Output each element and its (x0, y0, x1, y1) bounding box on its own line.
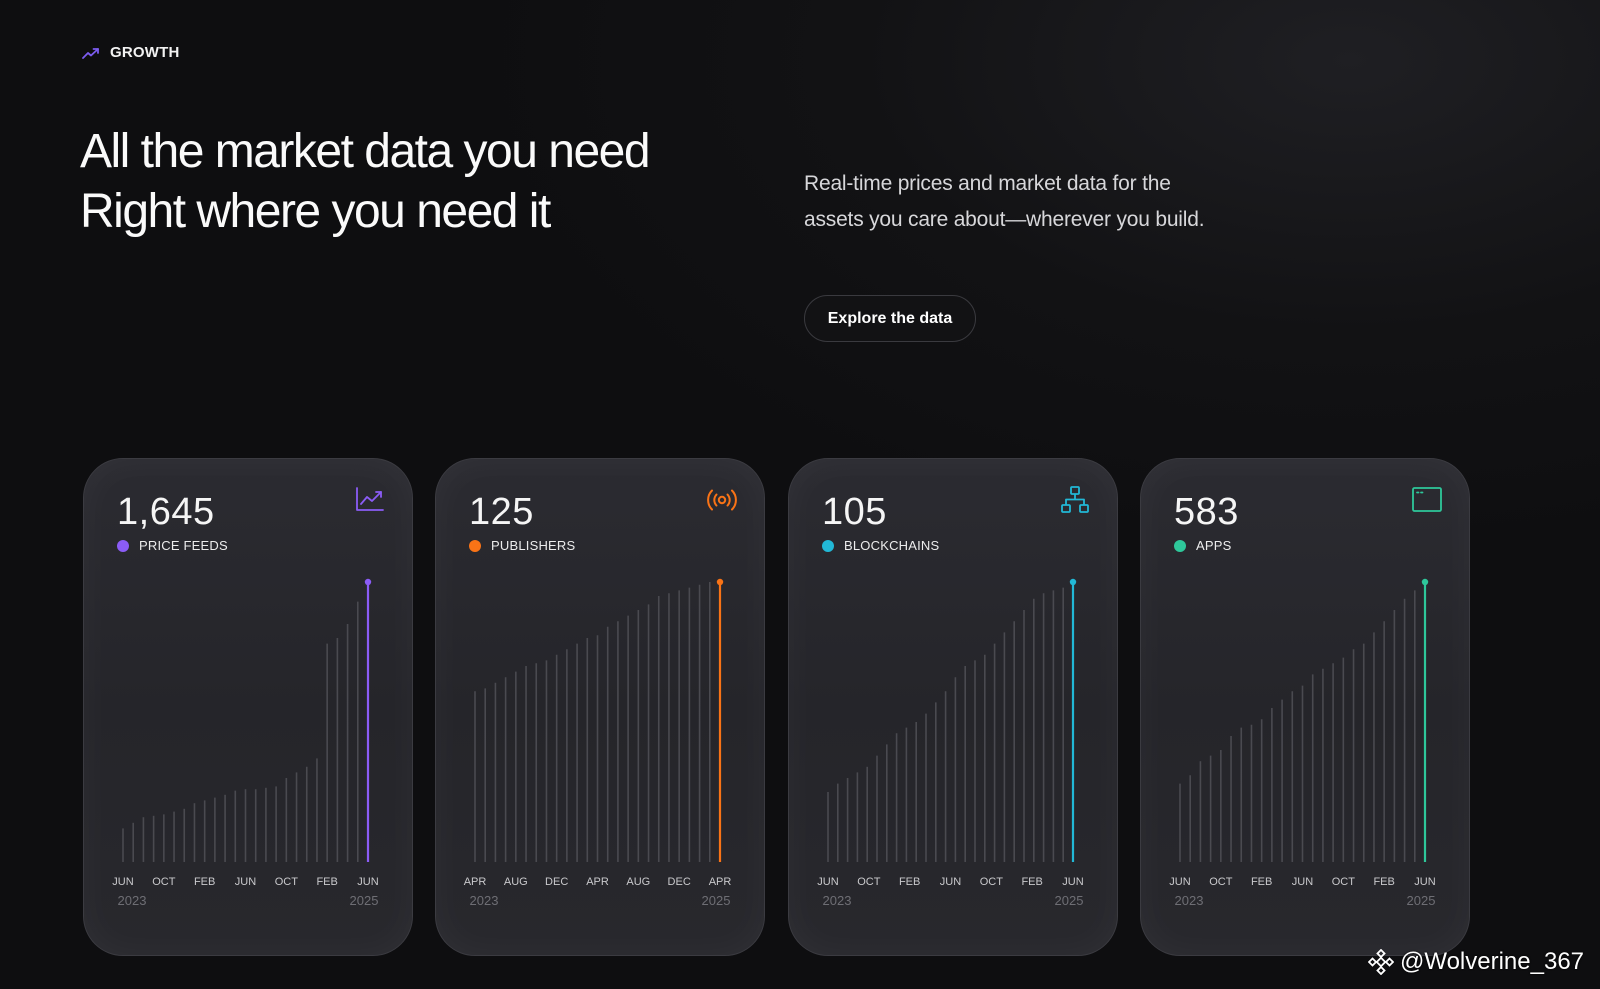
year-end-label: 2025 (1407, 893, 1436, 908)
trending-up-icon (82, 47, 99, 59)
month-tick-label: OCT (152, 876, 176, 888)
page-description: Real-time prices and market data for the… (804, 166, 1264, 238)
month-tick-label: OCT (980, 876, 1004, 888)
month-tick-label: JUN (235, 876, 256, 888)
broadcast-icon (707, 489, 737, 511)
legend-dot (117, 539, 129, 552)
month-tick-label: FEB (1251, 876, 1272, 888)
price-feeds-chart: JUN OCT FEB JUN OCT FEB JUN 2023 2025 (112, 578, 379, 908)
year-start-label: 2023 (1175, 893, 1204, 908)
chart-bar-cap (364, 578, 372, 586)
stat-card-blockchains: 105 BLOCKCHAINS JUN OCT FEB JUN OCT FEB JUN 202… (788, 458, 1118, 956)
year-start-label: 2023 (823, 893, 852, 908)
binance-logo-icon (1368, 949, 1394, 975)
chart-bar-cap (1069, 578, 1077, 586)
month-tick-label: AUG (626, 876, 650, 888)
month-tick-label: APR (464, 876, 487, 888)
stat-value: 583 (1174, 491, 1239, 533)
year-end-label: 2025 (350, 893, 379, 908)
month-tick-label: JUN (1062, 876, 1083, 888)
stat-label: BLOCKCHAINS (822, 538, 939, 553)
year-end-label: 2025 (702, 893, 731, 908)
month-tick-label: JUN (357, 876, 378, 888)
page-title: All the market data you need Right where… (80, 122, 651, 242)
month-tick-label: JUN (1414, 876, 1435, 888)
month-tick-label: FEB (1373, 876, 1394, 888)
section-eyebrow: GROWTH (82, 44, 180, 61)
month-tick-label: DEC (545, 876, 568, 888)
stat-value: 105 (822, 491, 887, 533)
network-icon (1061, 486, 1089, 513)
subtext-line-1: Real-time prices and market data for the (804, 172, 1171, 195)
stat-label-text: BLOCKCHAINS (844, 538, 940, 553)
legend-dot (1174, 539, 1186, 552)
stat-card-price-feeds: 1,645 PRICE FEEDS JUN OCT FEB JUN OCT FEB JUN 2… (83, 458, 413, 956)
month-tick-label: APR (586, 876, 609, 888)
legend-dot (469, 539, 481, 552)
month-tick-label: FEB (316, 876, 337, 888)
month-tick-label: APR (709, 876, 732, 888)
month-tick-label: JUN (817, 876, 838, 888)
month-tick-label: JUN (1292, 876, 1313, 888)
eyebrow-label: GROWTH (110, 44, 180, 61)
month-tick-label: AUG (504, 876, 528, 888)
headline-line-2: Right where you need it (80, 185, 551, 238)
stat-label-text: PRICE FEEDS (139, 538, 228, 553)
explore-data-button[interactable]: Explore the data (804, 295, 976, 342)
month-tick-label: JUN (112, 876, 133, 888)
apps-chart: JUN OCT FEB JUN OCT FEB JUN 2023 2025 (1169, 578, 1436, 908)
blockchains-chart: JUN OCT FEB JUN OCT FEB JUN 2023 2025 (817, 578, 1084, 908)
stat-value: 125 (469, 491, 534, 533)
stat-label-text: PUBLISHERS (491, 538, 576, 553)
stat-card-publishers: 125 PUBLISHERS APR AUG DEC APR AUG DEC APR 2023… (435, 458, 765, 956)
month-tick-label: OCT (1209, 876, 1233, 888)
legend-dot (822, 539, 834, 552)
stat-label-text: APPS (1196, 538, 1232, 553)
watermark-text: @Wolverine_367 (1400, 948, 1585, 975)
month-tick-label: DEC (668, 876, 691, 888)
stat-value: 1,645 (117, 491, 215, 533)
month-tick-label: OCT (857, 876, 881, 888)
year-start-label: 2023 (470, 893, 499, 908)
browser-window-icon (1412, 487, 1442, 512)
trending-chart-icon (356, 487, 384, 511)
month-tick-label: JUN (940, 876, 961, 888)
month-tick-label: FEB (194, 876, 215, 888)
watermark: @Wolverine_367 (1368, 948, 1584, 976)
month-tick-label: FEB (899, 876, 920, 888)
chart-bar-cap (1421, 578, 1429, 586)
headline-line-1: All the market data you need (80, 125, 651, 178)
stat-card-apps: 583 APPS JUN OCT FEB JUN OCT FEB JUN 2023 2025 (1140, 458, 1470, 956)
year-start-label: 2023 (118, 893, 147, 908)
year-end-label: 2025 (1055, 893, 1084, 908)
stat-label: PRICE FEEDS (117, 538, 228, 553)
chart-bar-cap (716, 578, 724, 586)
subtext-line-2: assets you care about—wherever you build… (804, 208, 1205, 231)
month-tick-label: OCT (275, 876, 299, 888)
month-tick-label: FEB (1021, 876, 1042, 888)
stat-label: APPS (1174, 538, 1231, 553)
publishers-chart: APR AUG DEC APR AUG DEC APR 2023 2025 (464, 578, 732, 908)
month-tick-label: OCT (1332, 876, 1356, 888)
month-tick-label: JUN (1169, 876, 1190, 888)
stat-label: PUBLISHERS (469, 538, 575, 553)
